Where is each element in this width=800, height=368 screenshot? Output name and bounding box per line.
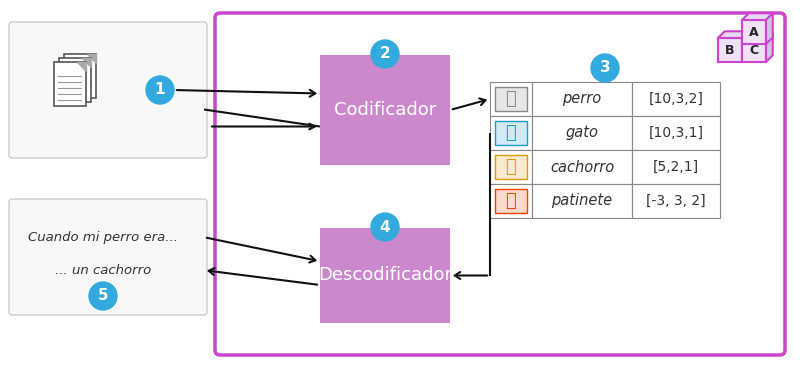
FancyBboxPatch shape: [490, 184, 532, 218]
FancyBboxPatch shape: [532, 184, 632, 218]
FancyBboxPatch shape: [490, 116, 532, 150]
FancyBboxPatch shape: [495, 87, 527, 111]
Text: Codificador: Codificador: [334, 101, 436, 119]
FancyBboxPatch shape: [54, 62, 86, 106]
Text: 🛹: 🛹: [506, 192, 516, 210]
FancyBboxPatch shape: [490, 82, 532, 116]
Text: gato: gato: [566, 125, 598, 141]
Polygon shape: [718, 31, 749, 38]
Text: 5: 5: [98, 289, 108, 304]
Text: 🐈: 🐈: [506, 124, 516, 142]
FancyBboxPatch shape: [532, 150, 632, 184]
Text: A: A: [749, 25, 759, 39]
Polygon shape: [742, 20, 766, 44]
Text: 🐕: 🐕: [506, 158, 516, 176]
FancyBboxPatch shape: [9, 199, 207, 315]
FancyBboxPatch shape: [495, 155, 527, 179]
Text: perro: perro: [562, 92, 602, 106]
FancyBboxPatch shape: [495, 189, 527, 213]
Text: [-3, 3, 2]: [-3, 3, 2]: [646, 194, 706, 208]
FancyBboxPatch shape: [59, 58, 91, 102]
Polygon shape: [742, 31, 749, 62]
Text: C: C: [750, 43, 758, 57]
Circle shape: [591, 54, 619, 82]
Text: [10,3,1]: [10,3,1]: [649, 126, 703, 140]
Circle shape: [371, 40, 399, 68]
FancyBboxPatch shape: [632, 150, 720, 184]
Text: cachorro: cachorro: [550, 159, 614, 174]
FancyBboxPatch shape: [320, 55, 450, 165]
Text: ... un cachorro: ... un cachorro: [55, 264, 151, 277]
Polygon shape: [82, 58, 91, 67]
Text: 🐕: 🐕: [506, 90, 516, 108]
FancyBboxPatch shape: [490, 150, 532, 184]
FancyBboxPatch shape: [320, 228, 450, 323]
Text: Descodificador: Descodificador: [318, 266, 452, 284]
FancyBboxPatch shape: [215, 13, 785, 355]
Text: [10,3,2]: [10,3,2]: [649, 92, 703, 106]
Circle shape: [371, 213, 399, 241]
Text: Cuando mi perro era...: Cuando mi perro era...: [28, 231, 178, 244]
Text: patinete: patinete: [551, 194, 613, 209]
Text: 1: 1: [154, 82, 166, 98]
Text: 4: 4: [380, 219, 390, 234]
Text: B: B: [726, 43, 734, 57]
FancyBboxPatch shape: [532, 82, 632, 116]
Text: [5,2,1]: [5,2,1]: [653, 160, 699, 174]
Polygon shape: [742, 13, 773, 20]
Polygon shape: [718, 38, 742, 62]
FancyBboxPatch shape: [532, 116, 632, 150]
FancyBboxPatch shape: [495, 121, 527, 145]
Polygon shape: [77, 62, 86, 71]
FancyBboxPatch shape: [632, 116, 720, 150]
Polygon shape: [766, 31, 773, 62]
FancyBboxPatch shape: [632, 82, 720, 116]
Text: 3: 3: [600, 60, 610, 75]
FancyBboxPatch shape: [632, 184, 720, 218]
Polygon shape: [742, 31, 773, 38]
Polygon shape: [87, 54, 96, 63]
FancyBboxPatch shape: [9, 22, 207, 158]
Circle shape: [146, 76, 174, 104]
Text: 2: 2: [380, 46, 390, 61]
Polygon shape: [742, 38, 766, 62]
FancyBboxPatch shape: [64, 54, 96, 98]
Polygon shape: [766, 13, 773, 44]
Circle shape: [89, 282, 117, 310]
